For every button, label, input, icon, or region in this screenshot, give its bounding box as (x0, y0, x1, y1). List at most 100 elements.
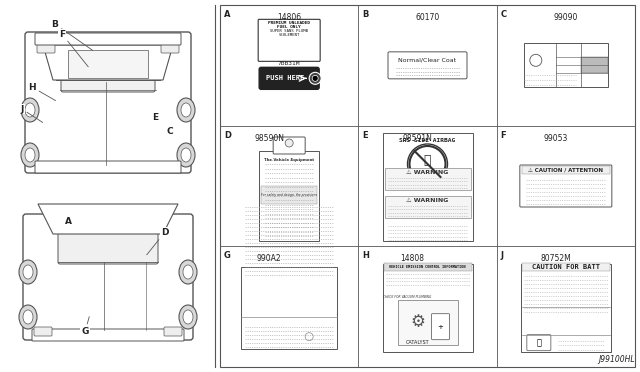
Bar (522, 263, 610, 271)
Bar (259, 151, 319, 241)
Circle shape (410, 146, 445, 182)
Text: PUSH HERE: PUSH HERE (266, 76, 304, 81)
Ellipse shape (25, 103, 35, 117)
Ellipse shape (183, 265, 193, 279)
FancyBboxPatch shape (34, 327, 52, 336)
Text: 98591N: 98591N (403, 134, 433, 143)
Text: Normal/Clear Coat: Normal/Clear Coat (399, 58, 456, 63)
FancyBboxPatch shape (37, 44, 55, 53)
Text: SUPER SANS PLOMB: SUPER SANS PLOMB (270, 29, 308, 33)
Text: C: C (166, 127, 173, 136)
Circle shape (309, 72, 321, 84)
FancyBboxPatch shape (61, 68, 155, 92)
Text: ⚠ WARNING: ⚠ WARNING (406, 198, 449, 203)
Text: 98590N: 98590N (254, 134, 284, 143)
Text: 人: 人 (424, 154, 431, 167)
Text: 99090: 99090 (554, 13, 578, 22)
Bar (397, 300, 458, 345)
Text: E: E (362, 131, 368, 140)
Text: ⚙: ⚙ (410, 313, 425, 331)
FancyBboxPatch shape (58, 232, 158, 264)
Text: A: A (224, 10, 230, 19)
FancyBboxPatch shape (23, 214, 193, 340)
Text: ⚠ WARNING: ⚠ WARNING (406, 170, 449, 175)
Text: SEULEMENT: SEULEMENT (278, 33, 300, 37)
Ellipse shape (179, 260, 197, 284)
FancyBboxPatch shape (35, 161, 181, 173)
Text: J99100HL: J99100HL (598, 355, 635, 364)
Text: H: H (362, 251, 369, 260)
Ellipse shape (177, 98, 195, 122)
Ellipse shape (19, 260, 37, 284)
Ellipse shape (23, 265, 33, 279)
FancyBboxPatch shape (32, 329, 184, 341)
Bar (522, 166, 610, 174)
FancyBboxPatch shape (431, 314, 449, 340)
Text: For safety and design, the provisions: For safety and design, the provisions (261, 193, 317, 197)
Text: The Vehicle Equipment: The Vehicle Equipment (264, 158, 314, 162)
Text: H: H (28, 83, 56, 100)
Text: 7BB31M: 7BB31M (278, 61, 300, 66)
FancyBboxPatch shape (388, 52, 467, 79)
Text: VEHICLE EMISSION CONTROL INFORMATION: VEHICLE EMISSION CONTROL INFORMATION (389, 264, 466, 269)
Text: 99053: 99053 (543, 134, 568, 143)
Text: 14806: 14806 (277, 13, 301, 22)
Text: A: A (65, 217, 72, 226)
FancyBboxPatch shape (527, 335, 551, 351)
Text: 60170: 60170 (415, 13, 440, 22)
Ellipse shape (21, 143, 39, 167)
Text: 14808: 14808 (401, 254, 424, 263)
FancyBboxPatch shape (520, 165, 612, 207)
Ellipse shape (177, 143, 195, 167)
Text: G: G (81, 317, 89, 337)
Text: PREMIUM UNLEADED: PREMIUM UNLEADED (268, 21, 310, 25)
FancyBboxPatch shape (258, 19, 320, 61)
Bar (521, 264, 611, 352)
Text: D: D (147, 228, 169, 255)
Text: J: J (20, 105, 43, 122)
FancyBboxPatch shape (259, 67, 319, 89)
Circle shape (530, 54, 542, 66)
Bar (261, 186, 317, 204)
Text: +: + (438, 324, 444, 330)
Text: D: D (224, 131, 231, 140)
Text: 🔋: 🔋 (536, 338, 541, 347)
Ellipse shape (181, 148, 191, 162)
Bar (383, 133, 472, 241)
Ellipse shape (25, 148, 35, 162)
Text: J: J (500, 251, 504, 260)
Text: 80752M: 80752M (540, 254, 572, 263)
Bar (220, 5, 635, 367)
Text: B: B (52, 19, 93, 50)
Bar (524, 43, 608, 87)
Text: E: E (152, 113, 158, 122)
Text: CHECK FOR VACUUM PLUMBING: CHECK FOR VACUUM PLUMBING (383, 295, 432, 299)
Ellipse shape (181, 103, 191, 117)
Bar (383, 263, 472, 271)
Bar (383, 264, 472, 352)
Text: SRS SIDE AIRBAG: SRS SIDE AIRBAG (399, 138, 456, 143)
Text: G: G (224, 251, 231, 260)
Text: F: F (59, 29, 88, 67)
Text: F: F (500, 131, 506, 140)
Ellipse shape (179, 305, 197, 329)
Polygon shape (38, 204, 178, 234)
Text: B: B (362, 10, 369, 19)
Bar (581, 57, 608, 73)
Bar (241, 267, 337, 349)
Bar (385, 196, 470, 218)
FancyBboxPatch shape (35, 33, 181, 45)
Ellipse shape (183, 310, 193, 324)
FancyBboxPatch shape (164, 327, 182, 336)
FancyBboxPatch shape (161, 44, 179, 53)
Polygon shape (43, 45, 173, 80)
Bar (385, 168, 470, 190)
Text: FUEL ONLY: FUEL ONLY (277, 25, 301, 29)
Text: C: C (500, 10, 507, 19)
Circle shape (312, 76, 318, 81)
FancyBboxPatch shape (25, 32, 191, 173)
Ellipse shape (23, 310, 33, 324)
Text: CATALYST: CATALYST (406, 340, 429, 345)
Ellipse shape (21, 98, 39, 122)
Text: 990A2: 990A2 (257, 254, 282, 263)
